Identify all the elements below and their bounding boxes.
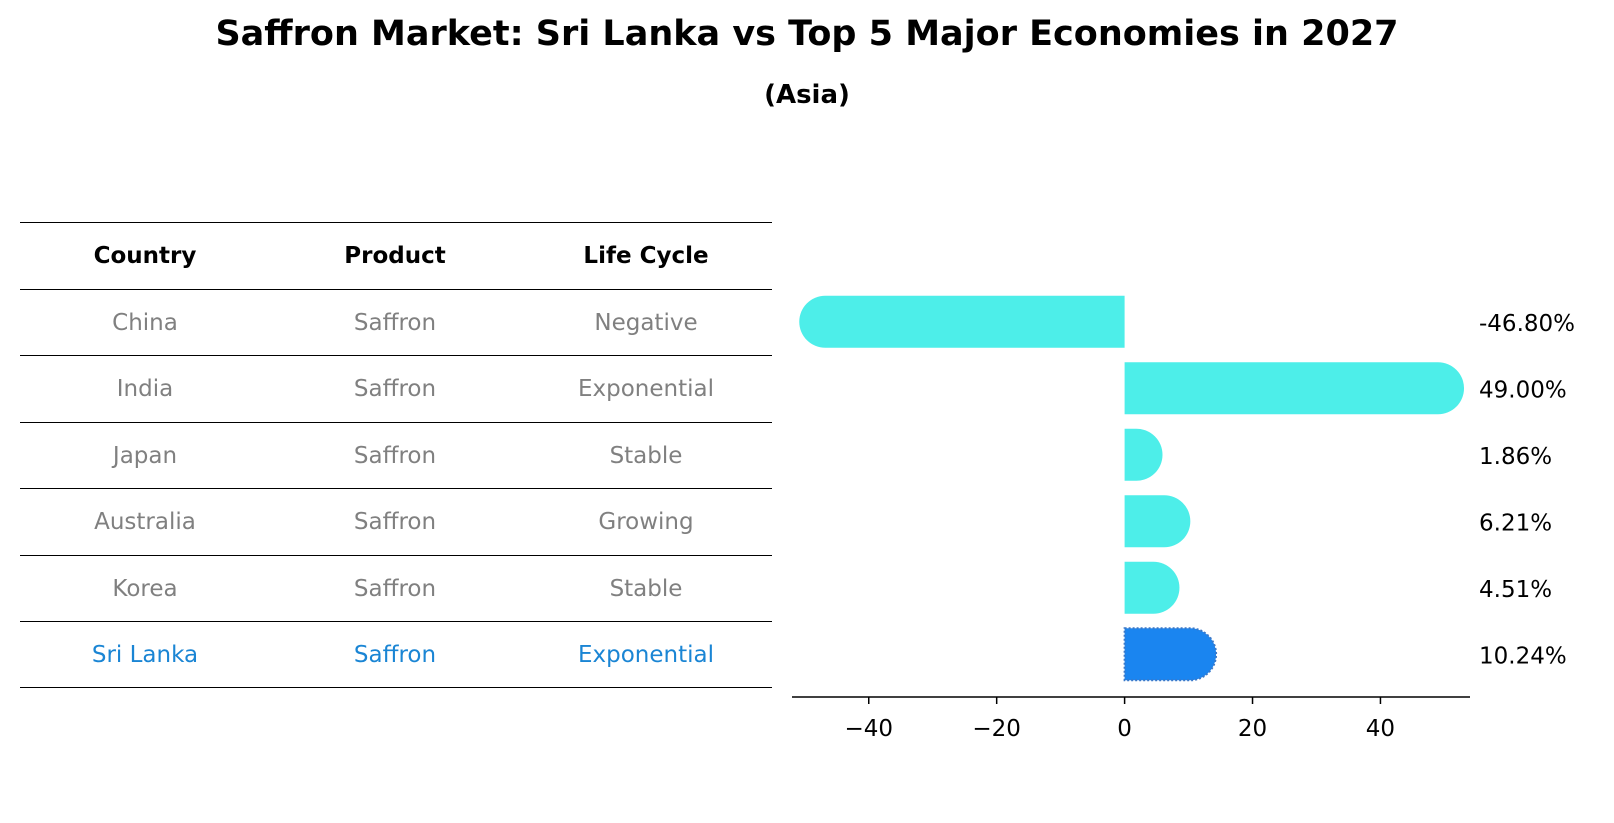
cell-product: Saffron — [353, 509, 437, 535]
header-life-cycle: Life Cycle — [583, 243, 709, 269]
cell-life-cycle: Stable — [609, 442, 683, 469]
cell-product: Saffron — [353, 442, 437, 469]
bar-sri-lanka — [1123, 627, 1218, 682]
table-row: India Saffron Exponential — [20, 355, 772, 422]
cell-country: Japan — [112, 442, 178, 469]
table-row: Australia Saffron Growing — [20, 488, 772, 555]
cell-product: Saffron — [353, 309, 437, 336]
data-table: Country Product Life Cycle China Saffron… — [20, 222, 772, 688]
bar-india — [1124, 362, 1465, 415]
value-label: -46.80% — [1479, 311, 1575, 337]
bar-japan — [1124, 428, 1163, 481]
x-tick-label: 20 — [1238, 716, 1267, 742]
cell-life-cycle: Stable — [609, 575, 683, 602]
chart-title: Saffron Market: Sri Lanka vs Top 5 Major… — [215, 14, 1399, 54]
table-row: Korea Saffron Stable — [20, 554, 772, 622]
cell-country: Australia — [94, 509, 196, 535]
value-label: 6.21% — [1479, 510, 1552, 536]
cell-country: China — [112, 309, 178, 336]
cell-product: Saffron — [353, 575, 437, 602]
bar-australia — [1124, 495, 1191, 548]
table-row: Japan Saffron Stable — [20, 421, 772, 489]
x-tick-label: −20 — [972, 716, 1021, 742]
x-tick-label: 0 — [1117, 716, 1132, 742]
x-tick-label: 40 — [1366, 716, 1395, 742]
value-label: 4.51% — [1479, 577, 1552, 603]
cell-product: Saffron — [353, 642, 437, 668]
value-label: 49.00% — [1479, 377, 1567, 403]
cell-life-cycle: Exponential — [577, 376, 714, 402]
cell-country: India — [116, 376, 174, 402]
table-row-highlight: Sri Lanka Saffron Exponential — [20, 621, 772, 688]
cell-life-cycle: Exponential — [577, 642, 714, 668]
chart-subtitle: (Asia) — [764, 80, 850, 110]
cell-life-cycle: Growing — [598, 509, 694, 535]
header-country: Country — [93, 243, 197, 269]
cell-country: Korea — [112, 575, 178, 602]
value-label: 1.86% — [1479, 444, 1552, 470]
bar-china — [799, 295, 1125, 348]
table-header-row: Country Product Life Cycle — [20, 222, 772, 289]
bar-korea — [1124, 561, 1180, 614]
header-product: Product — [344, 243, 446, 269]
cell-country: Sri Lanka — [91, 642, 199, 668]
value-label: 10.24% — [1479, 643, 1567, 669]
cell-life-cycle: Negative — [594, 309, 698, 336]
x-tick-label: −40 — [844, 716, 893, 742]
cell-product: Saffron — [353, 376, 437, 402]
table-row: China Saffron Negative — [20, 288, 772, 356]
